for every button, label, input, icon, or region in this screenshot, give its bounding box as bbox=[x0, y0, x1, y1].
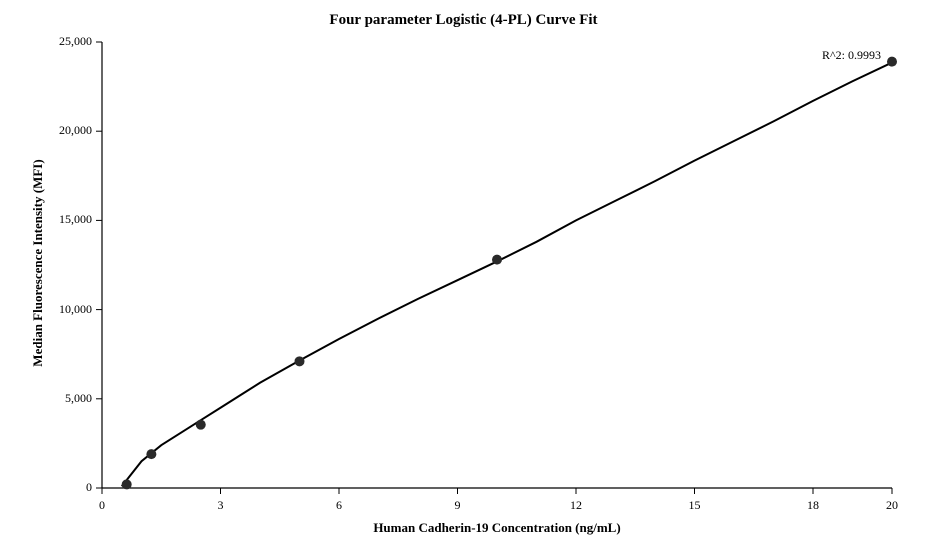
y-tick-label: 15,000 bbox=[59, 212, 92, 227]
data-point bbox=[887, 57, 897, 67]
data-point bbox=[196, 420, 206, 430]
data-point bbox=[122, 479, 132, 489]
x-tick-label: 20 bbox=[877, 498, 907, 513]
y-tick-label: 5,000 bbox=[65, 391, 92, 406]
data-point bbox=[146, 449, 156, 459]
y-tick-label: 20,000 bbox=[59, 123, 92, 138]
x-tick-label: 9 bbox=[443, 498, 473, 513]
y-tick-label: 25,000 bbox=[59, 34, 92, 49]
data-point bbox=[492, 255, 502, 265]
x-tick-label: 18 bbox=[798, 498, 828, 513]
x-tick-label: 6 bbox=[324, 498, 354, 513]
x-tick-label: 12 bbox=[561, 498, 591, 513]
r-squared-annotation: R^2: 0.9993 bbox=[822, 48, 881, 63]
y-tick-label: 0 bbox=[86, 480, 92, 495]
x-tick-label: 3 bbox=[206, 498, 236, 513]
x-tick-label: 0 bbox=[87, 498, 117, 513]
fit-curve bbox=[122, 63, 892, 487]
x-tick-label: 15 bbox=[680, 498, 710, 513]
chart-plot-area bbox=[0, 0, 927, 560]
y-tick-label: 10,000 bbox=[59, 302, 92, 317]
data-point bbox=[295, 356, 305, 366]
